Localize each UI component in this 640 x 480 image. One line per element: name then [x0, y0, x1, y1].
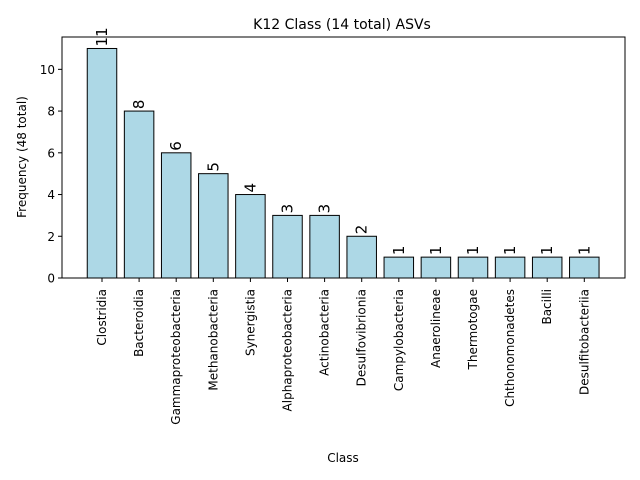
x-tick-label-desulfitobacteriia: Desulfitobacteriia — [577, 289, 591, 395]
x-tick-label-anaerolineae: Anaerolineae — [429, 289, 443, 368]
bar-alphaproteobacteria — [272, 214, 303, 279]
data-label-desulfitobacteriia: 1 — [575, 246, 593, 256]
y-axis-label: Frequency (48 total) — [15, 96, 29, 218]
data-label-campylobacteria: 1 — [390, 246, 408, 256]
x-tick-label-methanobacteria: Methanobacteria — [206, 289, 220, 391]
data-label-actinobacteria: 3 — [316, 204, 334, 214]
bar-bacteroidia — [123, 110, 155, 279]
data-label-thermotogae: 1 — [464, 246, 482, 256]
chart-title: K12 Class (14 total) ASVs — [253, 17, 431, 33]
x-tick-label-gammaproteobacteria: Gammaproteobacteria — [169, 289, 183, 425]
bar-thermotogae — [457, 256, 489, 279]
data-label-methanobacteria: 5 — [204, 162, 222, 172]
data-label-gammaproteobacteria: 6 — [167, 141, 185, 151]
x-axis-label: Class — [327, 451, 359, 465]
x-tick-label-thermotogae: Thermotogae — [466, 289, 480, 370]
bar-anaerolineae — [420, 256, 452, 279]
bar-gammaproteobacteria — [160, 152, 192, 279]
x-tick-labels: Clostridia Bacteroidia Gammaproteobacteria… — [95, 278, 591, 425]
bar-desulfovibrionia — [346, 235, 377, 279]
data-label-anaerolineae: 1 — [427, 246, 445, 256]
y-tick-labels: 0 2 4 6 8 10 — [40, 63, 62, 286]
data-label-chthonomonadetes: 1 — [501, 246, 519, 256]
x-tick-label-bacilli: Bacilli — [540, 289, 554, 325]
x-tick-label-synergistia: Synergistia — [243, 289, 257, 356]
x-tick-label-clostridia: Clostridia — [95, 289, 109, 346]
y-tick-label-6: 6 — [47, 146, 55, 160]
bar-clostridia — [86, 47, 118, 279]
y-tick-label-2: 2 — [47, 230, 55, 244]
bar-chthonomonadetes — [494, 256, 526, 279]
x-tick-label-alphaproteobacteria: Alphaproteobacteria — [281, 289, 295, 411]
bar-desulfitobacteriia — [569, 256, 600, 279]
data-label-bacteroidia: 8 — [130, 100, 148, 110]
x-tick-label-actinobacteria: Actinobacteria — [318, 289, 332, 376]
y-tick-label-10: 10 — [40, 63, 55, 77]
data-label-desulfovibrionia: 2 — [353, 225, 371, 235]
y-tick-label-0: 0 — [47, 272, 55, 286]
data-label-alphaproteobacteria: 3 — [279, 204, 297, 214]
bar-bacilli — [531, 256, 563, 279]
x-tick-label-desulfovibrionia: Desulfovibrionia — [355, 289, 369, 386]
bar-campylobacteria — [383, 256, 415, 279]
x-tick-label-campylobacteria: Campylobacteria — [392, 289, 406, 391]
y-tick-label-4: 4 — [47, 188, 55, 202]
x-tick-label-chthonomonadetes: Chthonomonadetes — [503, 289, 517, 407]
y-tick-label-8: 8 — [47, 105, 55, 119]
plot-area-frame — [61, 36, 626, 279]
data-label-bacilli: 1 — [538, 246, 556, 256]
data-label-synergistia: 4 — [241, 183, 259, 193]
x-tick-label-bacteroidia: Bacteroidia — [132, 289, 146, 357]
bar-methanobacteria — [198, 173, 229, 279]
bar-synergistia — [235, 194, 266, 279]
bar-actinobacteria — [309, 214, 340, 279]
